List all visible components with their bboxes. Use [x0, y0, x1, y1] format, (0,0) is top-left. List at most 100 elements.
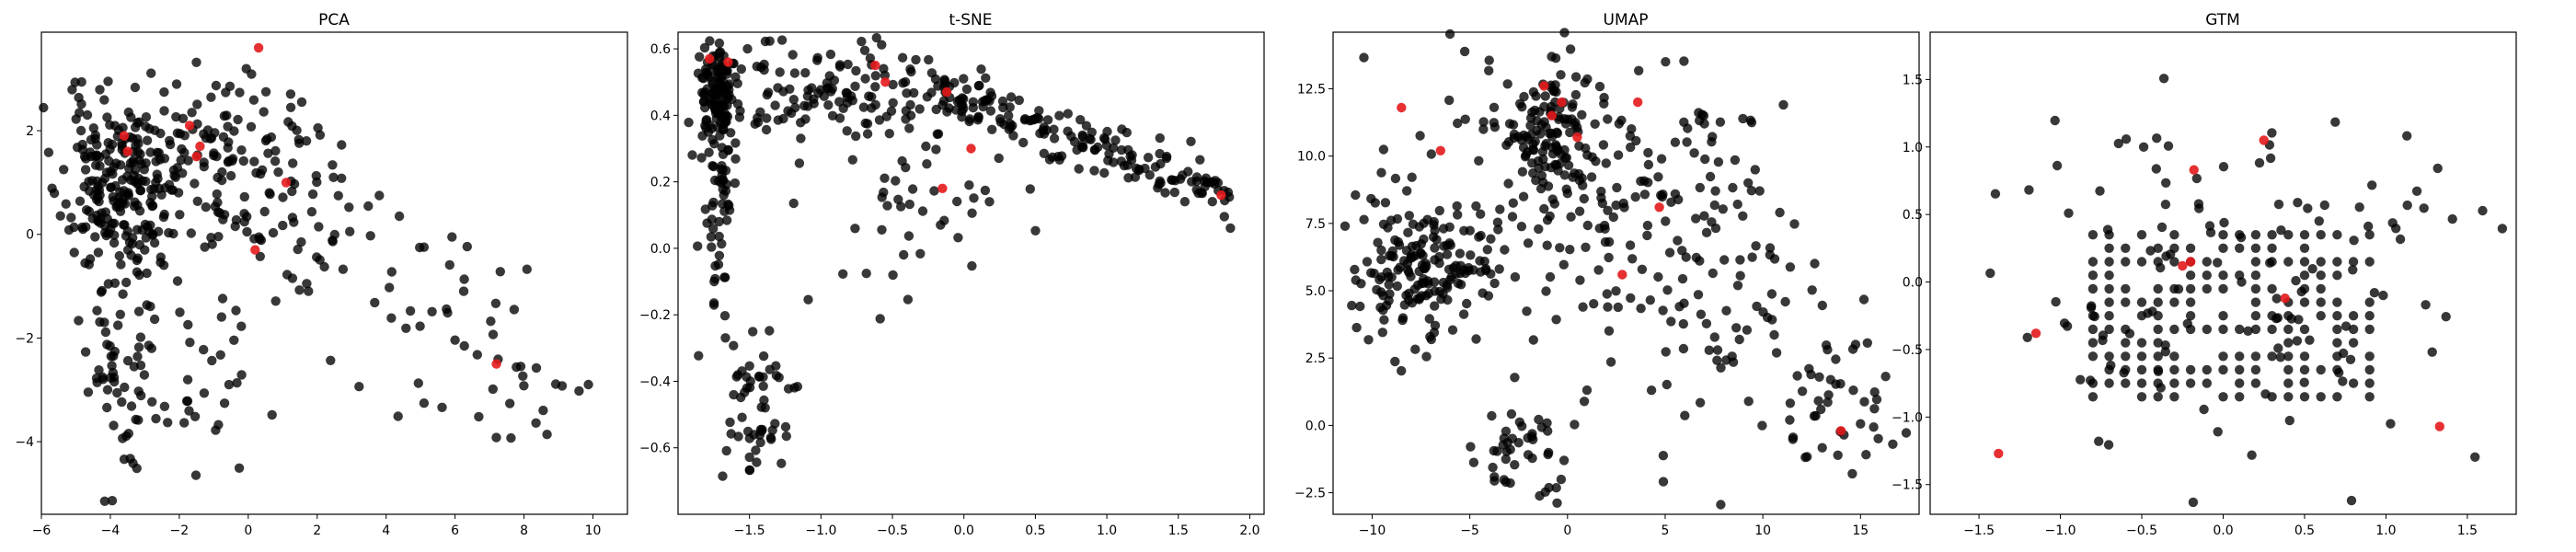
y-tick-label: −0.2	[639, 308, 671, 323]
data-point	[2050, 115, 2060, 126]
data-point	[865, 53, 876, 63]
data-point	[199, 388, 210, 398]
data-point	[289, 217, 299, 227]
data-point	[219, 398, 230, 408]
data-point	[2265, 153, 2276, 164]
data-point	[2267, 324, 2277, 335]
highlight-point	[191, 152, 201, 162]
data-point	[2153, 351, 2163, 362]
data-point	[1442, 280, 1452, 291]
data-point	[2250, 311, 2261, 321]
data-point	[1643, 178, 1653, 188]
panel-pca: PCA −6 −4 −2 0 2 4 6 8 10 −4 −2 0 2	[15, 11, 628, 538]
data-point	[751, 445, 761, 455]
data-point	[2364, 257, 2375, 267]
data-point	[1459, 46, 1470, 57]
data-point	[1653, 271, 1663, 282]
data-point	[278, 220, 288, 231]
data-point	[983, 95, 993, 105]
data-point	[1552, 498, 1562, 508]
data-point	[1225, 223, 1236, 234]
data-point	[1646, 385, 1657, 396]
data-point	[922, 159, 932, 169]
data-point	[1804, 363, 1814, 374]
data-point	[1570, 89, 1581, 100]
data-point	[1604, 236, 1615, 247]
data-point	[43, 147, 54, 157]
highlight-point	[937, 183, 948, 193]
data-point	[1817, 443, 1827, 453]
data-point	[134, 270, 144, 281]
data-point	[289, 178, 300, 190]
data-point	[2267, 311, 2277, 321]
data-point	[1127, 150, 1137, 160]
data-point	[1404, 268, 1414, 278]
data-point	[326, 355, 336, 365]
data-point	[1355, 301, 1365, 312]
data-point	[2076, 374, 2086, 385]
data-point	[2254, 157, 2265, 168]
data-point	[2202, 364, 2212, 375]
data-point	[715, 104, 725, 114]
data-point	[1506, 408, 1517, 420]
data-point	[1034, 114, 1044, 124]
data-point	[119, 454, 130, 465]
data-point	[2095, 186, 2105, 196]
data-point	[1608, 212, 1618, 223]
data-point	[2121, 351, 2131, 362]
data-point	[179, 131, 190, 141]
data-point	[1880, 372, 1891, 382]
data-point	[870, 99, 880, 110]
data-point	[1990, 189, 2001, 199]
data-point	[1523, 450, 1534, 460]
data-point	[888, 79, 898, 90]
data-point	[2185, 270, 2196, 281]
data-point	[707, 99, 717, 109]
data-point	[249, 156, 259, 167]
data-point	[2185, 324, 2196, 335]
data-point	[217, 293, 228, 304]
data-point	[2185, 283, 2196, 294]
data-point	[211, 80, 222, 91]
data-point	[1018, 137, 1029, 148]
data-point	[2121, 364, 2131, 375]
data-point	[714, 216, 724, 227]
data-point	[1169, 187, 1179, 198]
data-point	[232, 378, 242, 388]
data-point	[131, 165, 141, 175]
data-point	[2340, 321, 2352, 331]
data-point	[2104, 324, 2114, 335]
data-point	[1715, 117, 1726, 127]
data-point	[213, 232, 224, 242]
data-point	[2332, 270, 2342, 281]
data-point	[1656, 154, 1667, 164]
data-point	[2283, 230, 2294, 240]
data-point	[1528, 168, 1538, 178]
data-point	[792, 382, 803, 392]
data-point	[1754, 186, 1765, 196]
panel-umap: UMAP −10 −5 0 5 10 15 −2.5 0.0 2.5 5.0 7.5 10.0 12.5	[1294, 11, 1920, 538]
data-point	[714, 250, 725, 260]
data-point	[2316, 257, 2326, 267]
panel-title: PCA	[318, 11, 350, 29]
data-point	[2332, 297, 2342, 307]
data-point	[2319, 200, 2329, 211]
data-point	[1426, 149, 1436, 159]
x-tick-label: 1.5	[1168, 523, 1189, 538]
data-point	[1482, 245, 1492, 255]
data-point	[1517, 167, 1528, 177]
data-point	[1735, 270, 1745, 281]
data-point	[574, 385, 584, 397]
data-point	[1728, 182, 1738, 193]
data-point	[2364, 392, 2375, 402]
data-point	[789, 68, 800, 78]
data-point	[850, 224, 860, 234]
data-point	[2121, 324, 2131, 335]
data-point	[2136, 311, 2147, 321]
data-point	[123, 188, 133, 198]
data-point	[737, 412, 747, 422]
data-point	[2052, 160, 2063, 171]
data-point	[239, 191, 249, 202]
data-point	[259, 107, 269, 117]
data-point	[696, 153, 707, 163]
